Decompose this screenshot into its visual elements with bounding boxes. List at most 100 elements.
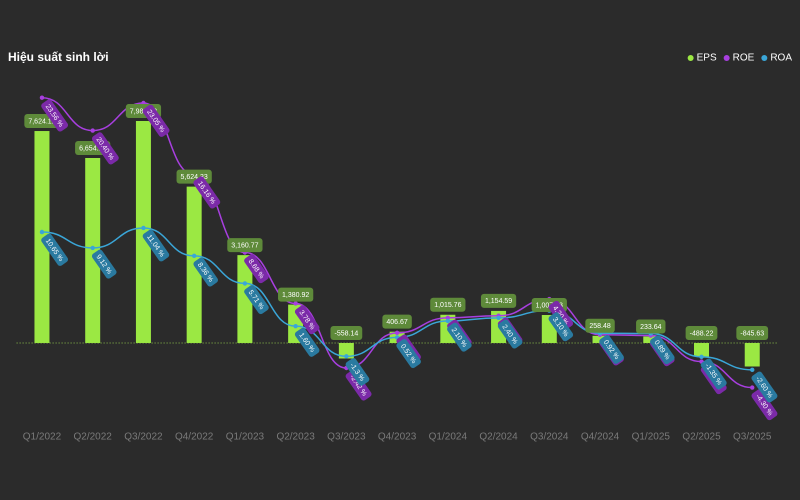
data-label-text: 1,380.92 — [282, 292, 309, 299]
data-label-box — [497, 319, 523, 349]
data-label-box — [193, 257, 218, 287]
data-label-box — [447, 322, 472, 352]
data-label: -488.22 — [685, 325, 718, 340]
x-tick-label: Q4/2024 — [581, 432, 620, 443]
data-label-box — [345, 358, 370, 386]
point — [750, 385, 755, 390]
data-label-text: -488.22 — [690, 330, 714, 337]
data-label-text: 7,624.12 — [28, 118, 55, 125]
data-label-box — [751, 371, 778, 403]
point — [445, 315, 451, 321]
point — [750, 367, 755, 373]
point — [344, 354, 349, 359]
x-tick-label: Q3/2023 — [327, 432, 366, 443]
bar — [338, 342, 354, 359]
legend-label: ROA — [770, 53, 792, 64]
x-tick-label: Q1/2022 — [23, 432, 62, 443]
data-label-box — [41, 99, 69, 132]
data-label-box — [278, 287, 314, 302]
data-label: -558.14 — [330, 325, 363, 340]
x-tick-label: Q2/2023 — [276, 432, 315, 443]
data-label-box — [294, 327, 320, 357]
data-label-box — [382, 314, 412, 329]
data-label-box — [480, 293, 517, 308]
data-label-text: 258.48 — [589, 323, 611, 330]
data-label-text: 3,160.77 — [231, 242, 258, 249]
point — [496, 315, 501, 321]
data-label-text: 406.67 — [386, 319, 408, 326]
bar — [34, 131, 50, 343]
data-label-box — [41, 233, 69, 266]
x-tick-label: Q3/2024 — [530, 432, 569, 443]
data-label-box — [599, 334, 624, 364]
data-label-box — [91, 132, 119, 165]
data-label-text: 1,154.59 — [485, 298, 512, 305]
data-label-box — [193, 176, 221, 209]
data-label-box — [91, 249, 117, 279]
data-label-box — [585, 318, 615, 333]
bar — [744, 342, 760, 367]
data-label: 1,015.76 — [430, 297, 466, 312]
data-label-box — [700, 358, 727, 390]
data-label-box — [142, 104, 170, 137]
data-label-box — [244, 285, 269, 315]
data-label-text: 233.64 — [640, 324, 662, 331]
x-tick-label: Q2/2022 — [74, 432, 113, 443]
data-label-box — [294, 305, 320, 335]
data-label: 258.48 — [585, 318, 615, 333]
x-tick-label: Q1/2024 — [429, 432, 468, 443]
chart-title: Hiệu suất sinh lời — [8, 50, 109, 64]
data-label-box — [142, 229, 170, 262]
data-label: 406.67 — [382, 314, 412, 329]
bar — [694, 342, 709, 357]
point — [445, 318, 451, 324]
x-tick-label: Q4/2022 — [175, 432, 214, 443]
data-label-box — [396, 339, 421, 369]
point — [394, 330, 400, 336]
point — [191, 253, 197, 259]
point — [293, 301, 298, 306]
point — [293, 323, 298, 329]
data-label: -845.63 — [736, 325, 769, 340]
x-tick-label: Q3/2022 — [124, 432, 163, 443]
data-label-box — [227, 238, 263, 253]
data-label: 3,160.77 — [227, 238, 263, 253]
point — [141, 225, 146, 231]
data-label-text: 6,654.20 — [79, 145, 106, 152]
data-label-box — [650, 335, 675, 365]
point — [39, 95, 45, 100]
point — [90, 245, 95, 251]
legend-label: ROE — [733, 53, 755, 64]
legend-marker — [723, 55, 730, 61]
data-label-box — [345, 369, 372, 401]
data-label-text: -845.63 — [740, 330, 764, 337]
bar — [643, 336, 659, 343]
data-label-box — [685, 325, 718, 340]
x-tick-label: Q2/2025 — [682, 432, 721, 443]
legend-marker — [687, 55, 694, 61]
point — [242, 281, 248, 286]
data-label-text: 5,624.33 — [181, 174, 208, 181]
data-label: 233.64 — [636, 319, 666, 334]
bar — [237, 255, 253, 343]
data-label-text: -558.14 — [334, 330, 358, 337]
data-label: 1,154.59 — [480, 293, 517, 308]
data-label-box — [330, 325, 363, 340]
data-label-box — [548, 312, 574, 342]
x-tick-label: Q2/2024 — [479, 432, 518, 443]
line — [41, 227, 753, 371]
x-tick-label: Q4/2023 — [378, 432, 417, 443]
point — [90, 128, 95, 133]
data-label-box — [548, 300, 574, 330]
bar — [135, 120, 151, 343]
x-tick-label: Q3/2025 — [733, 432, 772, 443]
data-label-box — [244, 254, 269, 284]
data-label-box — [430, 297, 466, 312]
legend-label: EPS — [697, 53, 717, 64]
legend-marker — [761, 55, 768, 61]
x-tick-label: Q1/2023 — [226, 432, 265, 443]
x-tick-label: Q1/2025 — [632, 432, 671, 443]
data-label-box — [751, 389, 778, 421]
bar — [592, 335, 608, 343]
